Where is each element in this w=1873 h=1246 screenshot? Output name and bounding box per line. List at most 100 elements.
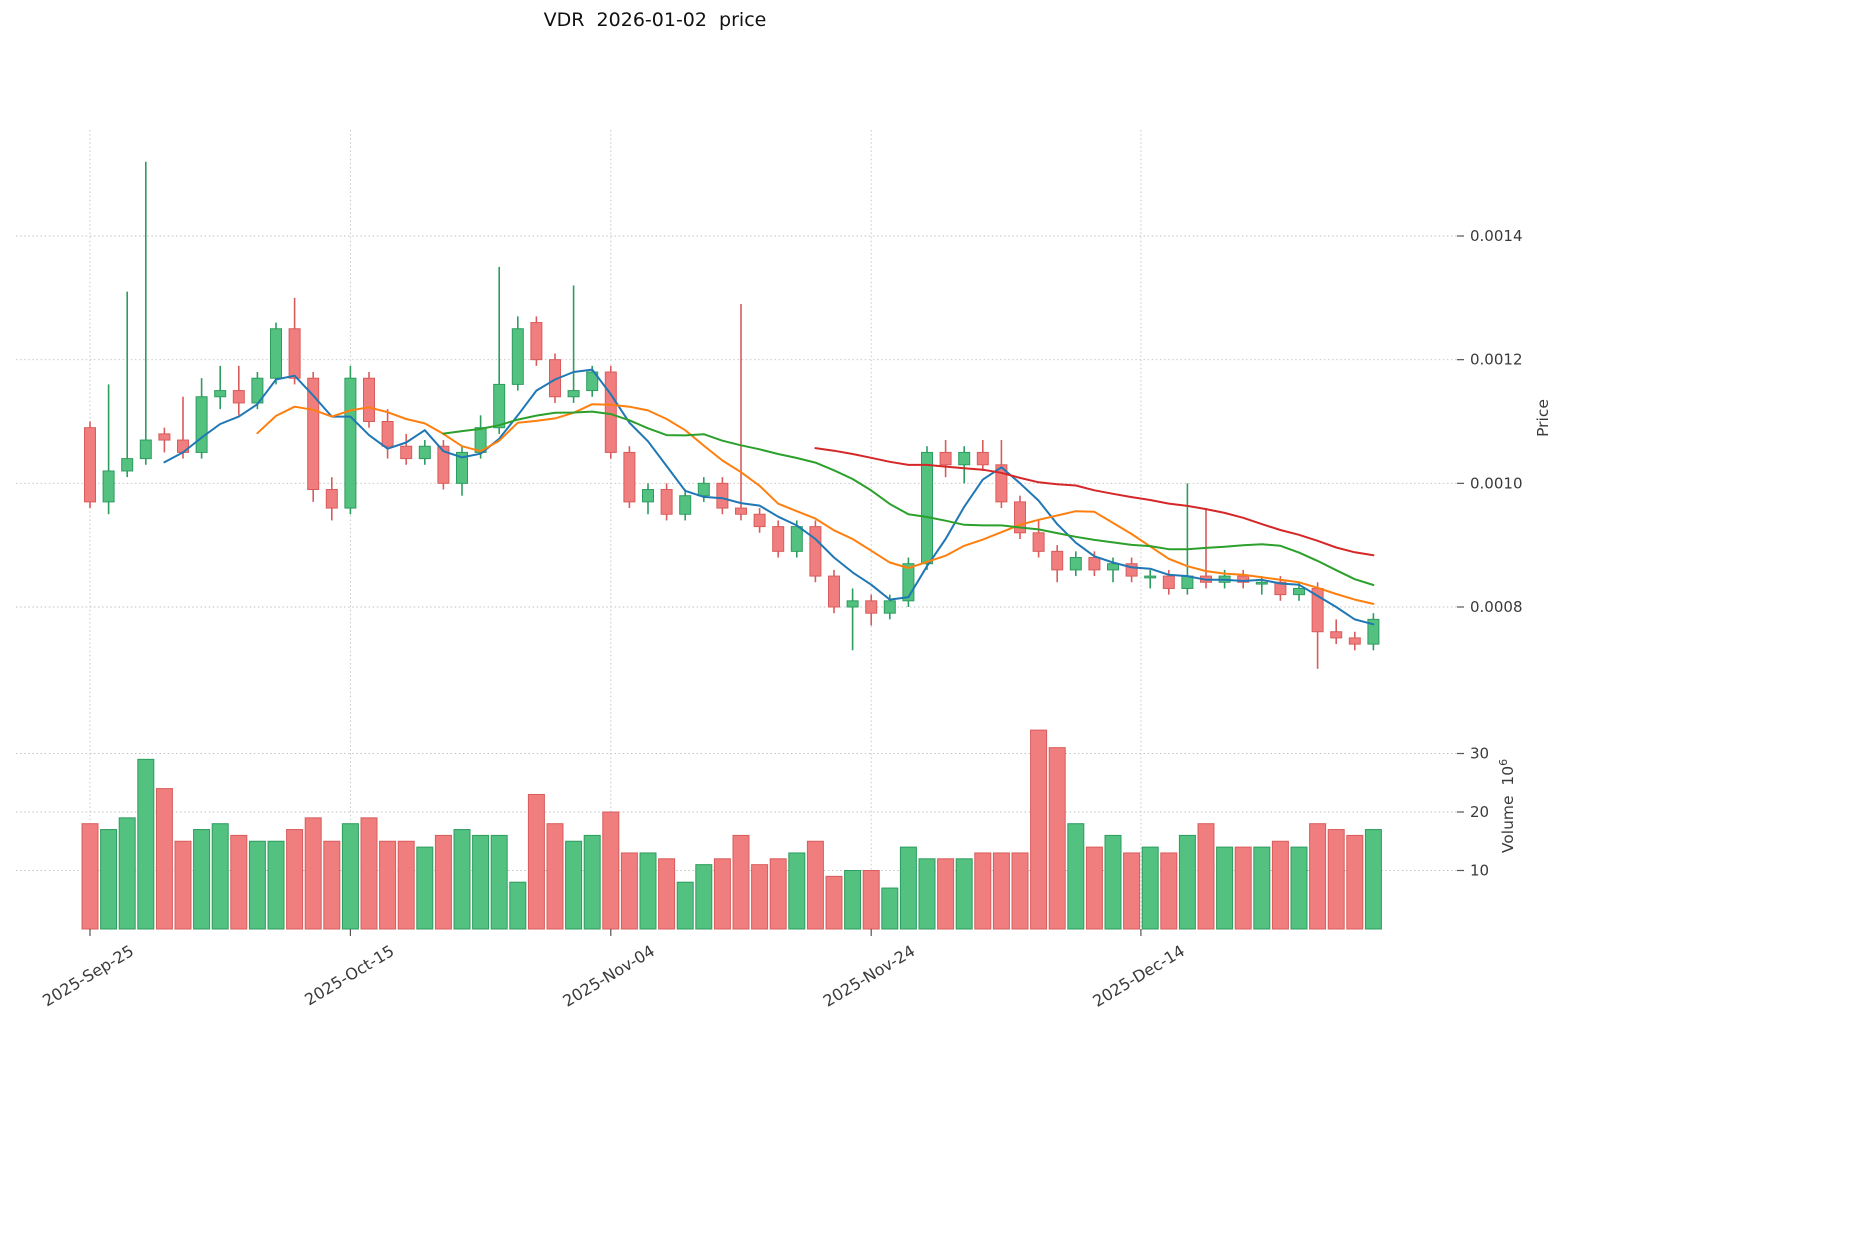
candle — [232, 365, 245, 416]
candle — [307, 372, 320, 502]
candle — [939, 440, 952, 478]
candle — [84, 421, 96, 509]
volume-bar — [1346, 834, 1364, 930]
volume-axis-label: Volume 106 — [1497, 759, 1517, 853]
candle — [1014, 495, 1026, 539]
date-tick-label: 2025-Nov-24 — [820, 941, 918, 1011]
volume-bar — [1290, 846, 1308, 930]
candle — [139, 161, 152, 465]
candle — [158, 427, 171, 453]
candle — [1032, 520, 1045, 558]
volume-bar — [1197, 823, 1215, 930]
price-tick-label: 0.0012 — [1470, 351, 1523, 369]
candle — [772, 520, 785, 558]
volume-bar — [472, 834, 490, 930]
candle — [121, 291, 134, 478]
volume-bar — [639, 852, 657, 930]
date-tick-label: 2025-Dec-14 — [1089, 941, 1188, 1011]
gridlines — [16, 130, 1457, 929]
volume-bar — [788, 852, 806, 930]
volume-bar — [1067, 823, 1085, 930]
candle — [567, 285, 580, 403]
candle — [363, 372, 375, 428]
volume-bar — [1048, 747, 1066, 930]
candle — [921, 446, 933, 570]
candle — [530, 316, 543, 366]
candle — [1144, 569, 1157, 589]
volume-bar — [881, 887, 899, 930]
volume-bar — [658, 858, 676, 930]
price-tick-label: 0.0014 — [1470, 227, 1523, 245]
volume-bar — [211, 823, 229, 930]
candle — [493, 266, 506, 434]
volume-bar — [751, 864, 769, 930]
candle — [958, 446, 971, 484]
volume-bar — [286, 829, 304, 930]
candles — [84, 161, 1380, 669]
volume-bar — [918, 858, 936, 930]
candle — [195, 378, 208, 459]
candle — [1125, 557, 1138, 583]
volume-bar — [1309, 823, 1327, 930]
volume-bar — [155, 788, 173, 930]
volume-bar — [1104, 834, 1122, 930]
volume-bars — [81, 729, 1382, 930]
volume-bar — [732, 834, 750, 930]
volume-bar — [100, 829, 118, 930]
volume-bar — [248, 840, 266, 930]
volume-bar — [992, 852, 1010, 930]
volume-bar — [193, 829, 211, 930]
volume-bar — [862, 870, 880, 930]
volume-tick-label: 10 — [1470, 862, 1489, 880]
volume-bar — [490, 834, 508, 930]
candle — [660, 483, 673, 521]
volume-bar — [695, 864, 713, 930]
volume-bar — [1123, 852, 1141, 930]
volume-bar — [769, 858, 787, 930]
volume-bar — [397, 840, 415, 930]
volume-bar — [825, 875, 843, 930]
candle — [1367, 613, 1380, 651]
candle — [716, 477, 729, 515]
volume-bar — [1160, 852, 1178, 930]
price-axis-label: Price — [1534, 399, 1552, 437]
volume-bar — [416, 846, 434, 930]
candle — [1237, 569, 1250, 589]
volume-bar — [323, 840, 341, 930]
volume-bar — [230, 834, 248, 930]
volume-bar — [583, 834, 601, 930]
volume-bar — [1030, 729, 1048, 930]
candle — [865, 594, 878, 626]
volume-bar — [899, 846, 917, 930]
candle — [753, 508, 766, 533]
volume-bar — [267, 840, 285, 930]
volume-bar — [118, 817, 136, 930]
volume-bar — [453, 829, 471, 930]
volume-bar — [806, 840, 824, 930]
candle — [1051, 545, 1064, 583]
candle — [456, 446, 468, 496]
candle — [344, 365, 357, 515]
axis-ticks — [89, 235, 1464, 936]
ma-line-40 — [814, 447, 1375, 557]
candle — [437, 440, 450, 490]
ma-line-5 — [163, 368, 1375, 626]
volume-bar — [955, 858, 973, 930]
candle — [400, 433, 413, 465]
volume-bar — [602, 811, 620, 930]
candle — [995, 440, 1008, 509]
volume-bar — [174, 840, 192, 930]
volume-bar — [434, 834, 452, 930]
volume-bar — [1271, 840, 1289, 930]
volume-bar — [341, 823, 359, 930]
candle — [214, 365, 227, 410]
candle — [642, 483, 654, 515]
volume-tick-label: 30 — [1470, 745, 1489, 763]
candle — [1330, 619, 1343, 645]
volume-bar — [360, 817, 378, 930]
volume-bar — [509, 881, 527, 930]
volume-bar — [137, 758, 155, 930]
volume-bar — [1253, 846, 1271, 930]
volume-tick-label: 20 — [1470, 803, 1489, 821]
